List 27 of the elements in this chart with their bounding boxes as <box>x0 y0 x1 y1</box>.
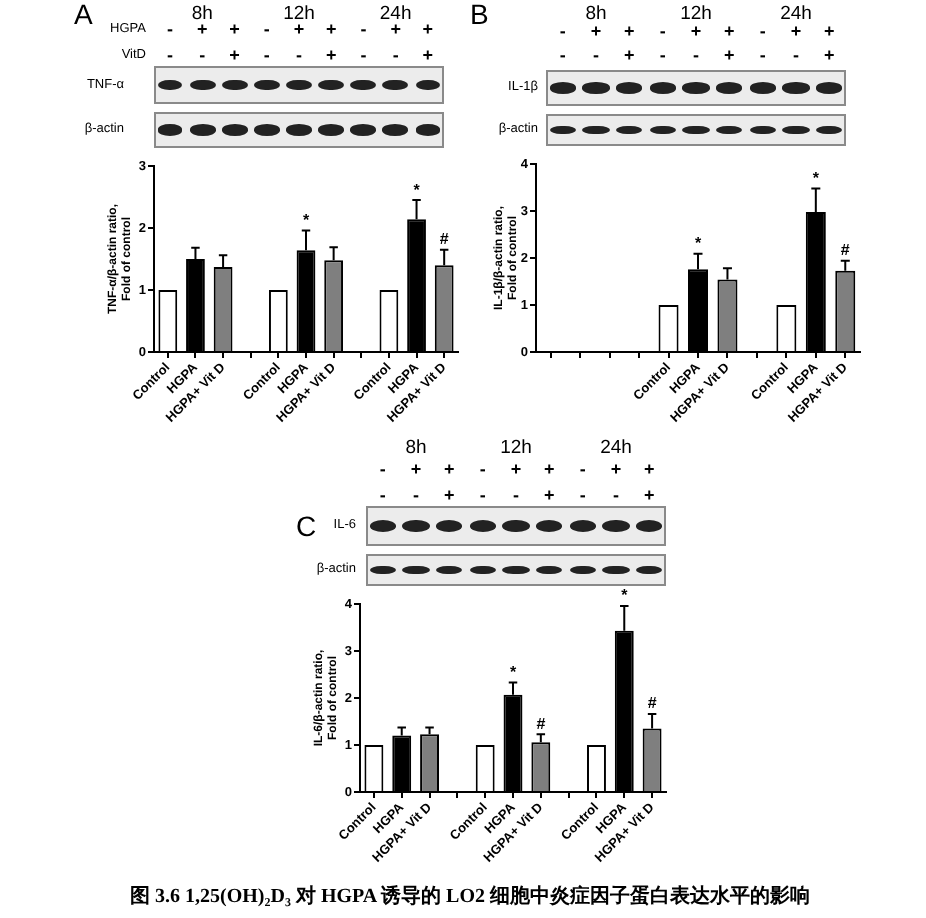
data-label: # <box>439 230 450 249</box>
chart-title: A <box>74 0 93 30</box>
chart-title: C <box>296 510 317 542</box>
data-label: * <box>302 210 311 229</box>
text: - - + - - + - - + <box>559 45 835 65</box>
caption: 图 3.6 1,25(OH)₂D₃ 对 HGPA 诱导的 LO2 细胞中炎症因子蛋白表达水平的影响 <box>130 886 810 908</box>
text: 24h <box>600 436 632 459</box>
text: 8h <box>585 2 607 25</box>
text: - - + - - + - - + <box>379 485 655 505</box>
text: 24h <box>780 2 812 25</box>
data-label: * <box>694 234 703 253</box>
text: 12h <box>500 436 532 459</box>
text: - + + - + + - + + <box>559 21 835 41</box>
data-label: * <box>621 586 630 605</box>
text: 12h <box>680 2 712 25</box>
text: 8h <box>405 436 427 459</box>
data-label: * <box>509 662 518 681</box>
text: - + + - + + - + + <box>379 459 655 479</box>
data-label: # <box>840 241 851 260</box>
data-label: * <box>413 180 422 199</box>
data-label: * <box>812 168 821 187</box>
text: 12h <box>283 2 315 25</box>
data-label: # <box>647 694 658 713</box>
chart-title: B <box>470 0 489 30</box>
text: 24h <box>379 2 412 25</box>
text: 8h <box>191 2 213 25</box>
data-label: # <box>536 714 547 733</box>
